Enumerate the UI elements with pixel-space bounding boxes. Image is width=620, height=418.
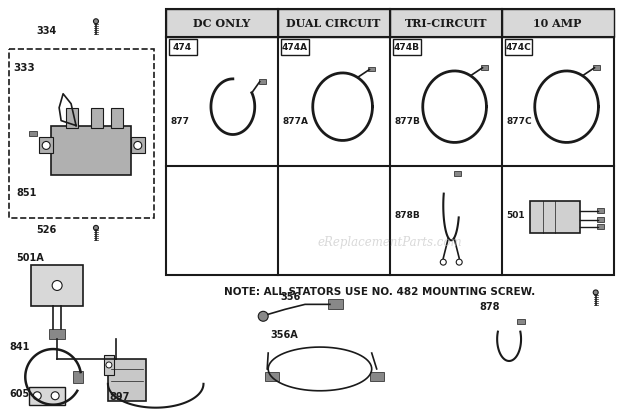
Text: 878B: 878B <box>394 211 420 219</box>
Circle shape <box>593 290 598 295</box>
Bar <box>104 355 114 375</box>
Circle shape <box>42 141 50 149</box>
Text: 605: 605 <box>9 389 30 399</box>
Bar <box>530 201 580 233</box>
Text: 474A: 474A <box>281 43 308 51</box>
Bar <box>39 138 53 153</box>
Bar <box>91 108 103 127</box>
Text: 474B: 474B <box>394 43 420 51</box>
Bar <box>370 372 384 381</box>
Bar <box>131 138 144 153</box>
Bar <box>368 66 376 71</box>
Bar <box>517 319 525 324</box>
Text: 841: 841 <box>9 342 30 352</box>
Text: NOTE: ALL STATORS USE NO. 482 MOUNTING SCREW.: NOTE: ALL STATORS USE NO. 482 MOUNTING S… <box>224 288 535 298</box>
Bar <box>111 108 123 127</box>
Bar <box>259 79 266 84</box>
Text: 877C: 877C <box>507 117 532 125</box>
Text: 10 AMP: 10 AMP <box>533 18 582 29</box>
Bar <box>505 39 533 55</box>
Text: 897: 897 <box>109 392 130 402</box>
Bar <box>597 208 604 213</box>
Text: 877B: 877B <box>394 117 420 125</box>
Bar <box>597 224 604 229</box>
Circle shape <box>134 141 142 149</box>
Text: DC ONLY: DC ONLY <box>193 18 250 29</box>
Bar <box>51 125 131 175</box>
Bar <box>73 371 83 383</box>
Bar <box>502 9 614 37</box>
Bar <box>169 39 197 55</box>
Bar <box>166 9 614 275</box>
Text: 877: 877 <box>170 117 190 125</box>
Text: 474C: 474C <box>506 43 531 51</box>
Bar <box>31 265 83 306</box>
Text: TRI-CIRCUIT: TRI-CIRCUIT <box>404 18 487 29</box>
Bar <box>166 9 278 37</box>
Text: 501: 501 <box>507 211 525 219</box>
Bar <box>66 108 78 127</box>
Bar <box>108 359 146 401</box>
Text: 356: 356 <box>280 293 300 302</box>
Text: 877A: 877A <box>283 117 309 125</box>
Circle shape <box>52 280 62 291</box>
Circle shape <box>106 362 112 368</box>
Text: 356A: 356A <box>270 330 298 340</box>
Bar <box>29 130 37 137</box>
Bar <box>49 329 65 339</box>
Bar <box>265 372 279 381</box>
Text: 851: 851 <box>16 188 37 198</box>
Text: 333: 333 <box>14 63 35 73</box>
Circle shape <box>94 19 99 24</box>
Circle shape <box>94 225 99 230</box>
Text: 334: 334 <box>36 26 56 36</box>
Circle shape <box>51 392 59 400</box>
Text: DUAL CIRCUIT: DUAL CIRCUIT <box>286 18 381 29</box>
Bar <box>9 49 154 218</box>
Text: eReplacementParts.com: eReplacementParts.com <box>317 236 462 249</box>
Circle shape <box>259 311 268 321</box>
Bar <box>597 217 604 222</box>
Text: 501A: 501A <box>16 252 44 263</box>
Bar <box>392 39 420 55</box>
Bar <box>482 65 489 70</box>
Circle shape <box>440 259 446 265</box>
Bar <box>328 299 343 309</box>
Text: 878: 878 <box>479 302 500 312</box>
Bar <box>593 65 600 70</box>
Circle shape <box>456 259 462 265</box>
Text: 526: 526 <box>36 225 56 235</box>
Bar <box>29 387 65 405</box>
Bar <box>389 9 502 37</box>
Circle shape <box>33 392 41 400</box>
Text: 474: 474 <box>173 43 192 51</box>
Bar <box>278 9 389 37</box>
Bar <box>281 39 309 55</box>
Bar <box>454 171 461 176</box>
